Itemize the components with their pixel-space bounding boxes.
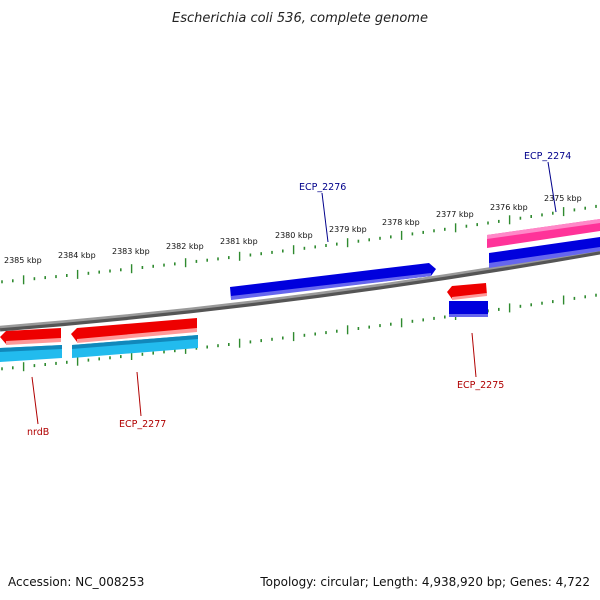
gene-feature-nrdb-shade <box>0 345 62 352</box>
cds-feature-ecp-2277 <box>71 318 197 342</box>
cds-feature-ecp-2275-blue-shade <box>449 314 488 317</box>
backbone-shadow <box>0 249 600 332</box>
scale-label: 2378 kbp <box>382 218 420 227</box>
scale-labels: 2385 kbp 2384 kbp 2383 kbp 2382 kbp 2381… <box>4 194 582 265</box>
scale-label: 2380 kbp <box>275 231 313 240</box>
cds-feature-nrdb-shade <box>6 338 61 345</box>
scale-label: 2385 kbp <box>4 256 42 265</box>
scale-label: 2383 kbp <box>112 247 150 256</box>
gene-labels: ECP_2274 ECP_2276 ECP_2275 ECP_2277 nrdB <box>27 151 571 438</box>
cds-feature-ecp-2274 <box>489 237 600 266</box>
cds-feature-ecp-2277-shade <box>77 328 197 343</box>
outer-minor-ticks <box>1 204 597 284</box>
connector-ecp-2275 <box>471 332 477 378</box>
genome-backbone <box>0 248 600 332</box>
connector-ecp-2274 <box>547 161 557 213</box>
scale-label: 2381 kbp <box>220 237 258 246</box>
accession-text: Accession: NC_008253 <box>8 575 144 589</box>
forward-strand-features <box>230 219 600 300</box>
cds-feature-ecp-2274-shade <box>489 247 600 268</box>
reverse-strand-features <box>0 283 488 362</box>
label-connectors <box>31 161 557 425</box>
cds-feature-ecp-2276-shade <box>231 273 431 300</box>
map-title: Escherichia coli 536, complete genome <box>172 11 428 26</box>
scale-label: 2382 kbp <box>166 242 204 251</box>
gene-label-ecp-2274: ECP_2274 <box>524 151 571 162</box>
gene-feature-ecp-2274-highlight <box>487 219 600 239</box>
cds-feature-ecp-2276 <box>230 263 436 299</box>
gene-label-ecp-2276: ECP_2276 <box>299 182 346 193</box>
gene-label-nrdb: nrdB <box>27 427 49 438</box>
connector-nrdb <box>31 376 39 425</box>
cds-feature-ecp-2275-shade <box>452 293 487 300</box>
genome-summary-text: Topology: circular; Length: 4,938,920 bp… <box>259 575 590 589</box>
scale-label: 2379 kbp <box>329 225 367 234</box>
outer-tick-ruler <box>1 204 597 285</box>
gene-label-ecp-2277: ECP_2277 <box>119 419 166 430</box>
gene-feature-ecp-2277-shade <box>72 335 198 349</box>
cds-feature-ecp-2275-blue <box>449 301 488 316</box>
scale-label: 2376 kbp <box>490 203 528 212</box>
scale-label: 2377 kbp <box>436 210 474 219</box>
outer-major-ticks <box>22 207 565 285</box>
backbone-line <box>0 248 600 329</box>
connector-ecp-2277 <box>136 371 142 417</box>
scale-label: 2384 kbp <box>58 251 96 260</box>
gene-label-ecp-2275: ECP_2275 <box>457 380 504 391</box>
scale-label: 2375 kbp <box>544 194 582 203</box>
connector-ecp-2276 <box>321 192 329 243</box>
